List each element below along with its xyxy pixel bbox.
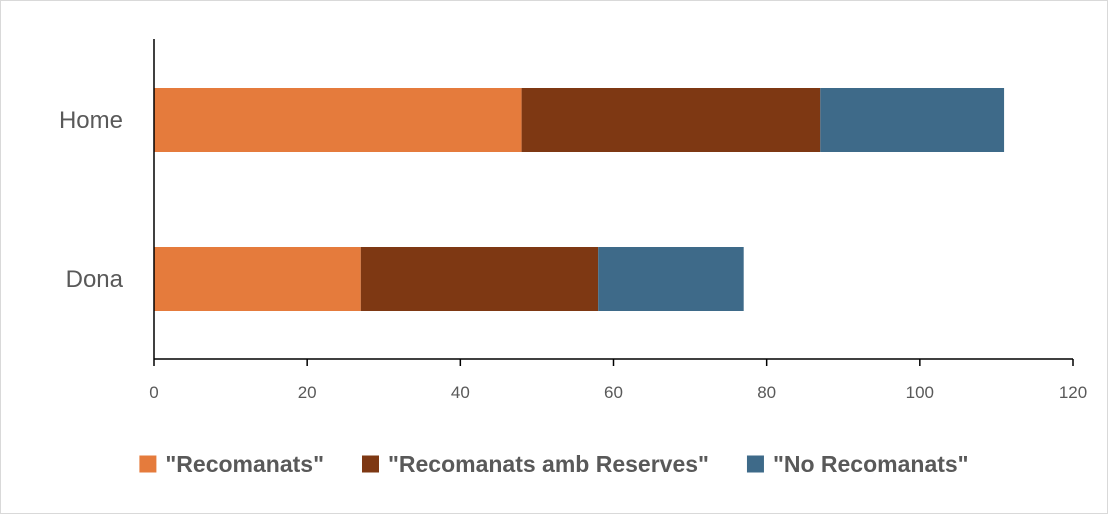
x-tick-label: 100 bbox=[906, 383, 934, 402]
bar-dona-series-3 bbox=[598, 247, 744, 311]
x-axis-ticks: 0 20 40 60 80 100 120 bbox=[149, 359, 1087, 402]
legend: "Recomanats" "Recomanats amb Reserves" "No… bbox=[139, 451, 969, 477]
legend-swatch bbox=[139, 455, 157, 473]
legend-item: "Recomanats amb Reserves" bbox=[361, 451, 709, 477]
legend-item: "No Recomanats" bbox=[746, 451, 969, 477]
x-tick-label: 120 bbox=[1059, 383, 1087, 402]
bar-home-series-1 bbox=[154, 88, 522, 152]
bar-dona-series-2 bbox=[360, 247, 599, 311]
x-tick-label: 80 bbox=[757, 383, 776, 402]
bar-dona-series-1 bbox=[154, 247, 361, 311]
x-tick-label: 0 bbox=[149, 383, 158, 402]
legend-swatch bbox=[746, 455, 764, 473]
legend-item: "Recomanats" bbox=[139, 451, 324, 477]
bar-home-series-2 bbox=[521, 88, 821, 152]
legend-swatch bbox=[361, 455, 379, 473]
legend-label: "Recomanats" bbox=[165, 451, 324, 477]
category-label: Dona bbox=[66, 266, 124, 293]
x-tick-label: 40 bbox=[451, 383, 470, 402]
bar-home-series-3 bbox=[820, 88, 1005, 152]
category-label: Home bbox=[59, 107, 123, 134]
legend-label: "No Recomanats" bbox=[773, 451, 969, 477]
bars-group bbox=[154, 88, 1005, 311]
x-tick-label: 60 bbox=[604, 383, 623, 402]
x-tick-label: 20 bbox=[298, 383, 317, 402]
y-axis-labels: Home Dona bbox=[59, 107, 124, 293]
legend-label: "Recomanats amb Reserves" bbox=[388, 451, 709, 477]
